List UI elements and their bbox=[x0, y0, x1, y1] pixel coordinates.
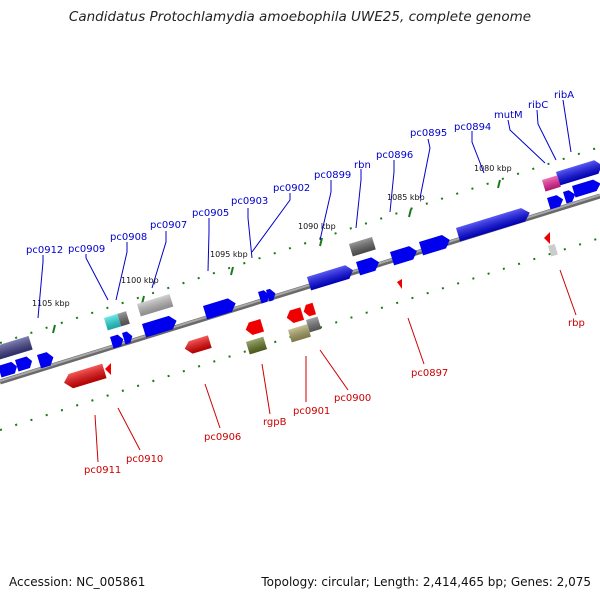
gene-block-pc0911[interactable] bbox=[62, 363, 107, 391]
gene-block-pc0895[interactable] bbox=[419, 233, 452, 256]
gene-label-pc0899[interactable]: pc0899 bbox=[314, 170, 351, 181]
forward-gene-labels: ribA ribC mutM pc0894 pc0895 pc0896 rbn … bbox=[26, 90, 574, 256]
gene-block-a[interactable] bbox=[547, 194, 565, 210]
gene-label-pc0909[interactable]: pc0909 bbox=[68, 244, 105, 255]
gene-block-i[interactable] bbox=[285, 307, 305, 324]
gene-block-j[interactable] bbox=[302, 302, 317, 318]
gene-block-mutm[interactable] bbox=[572, 178, 600, 198]
gene-block-rgpb[interactable] bbox=[245, 336, 268, 355]
gene-label-pc0906[interactable]: pc0906 bbox=[204, 432, 241, 443]
gene-block-rbn[interactable] bbox=[349, 236, 376, 257]
gene-label-pc0907[interactable]: pc0907 bbox=[150, 220, 187, 231]
gene-block-d[interactable] bbox=[142, 314, 179, 338]
reverse-leader-lines bbox=[94, 269, 577, 463]
gene-label-pc0911[interactable]: pc0911 bbox=[84, 465, 121, 476]
forward-gene-blocks bbox=[0, 159, 600, 378]
reverse-gene-labels: rbp pc0897 pc0900 pc0901 rgpB pc0906 pc0… bbox=[84, 318, 585, 476]
gene-label-rgpb[interactable]: rgpB bbox=[263, 417, 287, 428]
gene-label-pc0895[interactable]: pc0895 bbox=[410, 128, 447, 139]
gene-block-pc0905[interactable] bbox=[203, 297, 238, 320]
accession-text: Accession: NC_005861 bbox=[9, 575, 146, 589]
gene-label-pc0905[interactable]: pc0905 bbox=[192, 208, 229, 219]
gene-label-pc0897[interactable]: pc0897 bbox=[411, 368, 448, 379]
gene-block-pc0894[interactable] bbox=[456, 206, 532, 242]
gene-label-pc0894[interactable]: pc0894 bbox=[454, 122, 491, 133]
gene-block-riba[interactable] bbox=[556, 159, 600, 186]
gene-block-rbp-grey[interactable] bbox=[548, 243, 558, 257]
gene-label-pc0902[interactable]: pc0902 bbox=[273, 183, 310, 194]
tick-label-1100: 1100 kbp bbox=[121, 276, 159, 285]
gene-label-rbp[interactable]: rbp bbox=[568, 318, 585, 329]
tick-label-1105: 1105 kbp bbox=[32, 299, 70, 308]
gene-block-pc0899[interactable] bbox=[307, 264, 355, 291]
gene-block-pc0896[interactable] bbox=[390, 244, 419, 266]
gene-label-mutm[interactable]: mutM bbox=[494, 110, 523, 121]
tick-label-1090: 1090 kbp bbox=[298, 222, 336, 231]
gene-block-rbp[interactable] bbox=[544, 232, 550, 244]
gene-label-pc0912[interactable]: pc0912 bbox=[26, 245, 63, 256]
gene-label-pc0896[interactable]: pc0896 bbox=[376, 150, 413, 161]
gene-block-pc0903[interactable] bbox=[266, 288, 277, 302]
tick-label-1095: 1095 kbp bbox=[210, 250, 248, 259]
topology-text: Topology: circular; Length: 2,414,465 bp… bbox=[261, 575, 591, 589]
gene-label-pc0910[interactable]: pc0910 bbox=[126, 454, 163, 465]
gene-block-pc0901[interactable] bbox=[288, 324, 311, 343]
gene-label-pc0901[interactable]: pc0901 bbox=[293, 406, 330, 417]
major-ticks bbox=[52, 179, 501, 334]
map-title: Candidatus Protochlamydia amoebophila UW… bbox=[68, 9, 532, 25]
gene-block-pc0900[interactable] bbox=[306, 316, 322, 333]
tick-label-1085: 1085 kbp bbox=[387, 193, 425, 202]
gene-label-riba[interactable]: ribA bbox=[554, 90, 574, 101]
forward-leader-lines bbox=[37, 99, 572, 319]
gene-block-b[interactable] bbox=[563, 189, 577, 204]
gene-block-h[interactable] bbox=[37, 351, 55, 369]
gene-block-f[interactable] bbox=[0, 361, 19, 378]
gene-block-pc0912[interactable] bbox=[0, 336, 33, 360]
gene-block-pc0908[interactable] bbox=[104, 311, 130, 331]
gene-block-k[interactable] bbox=[244, 319, 265, 336]
gene-label-pc0908[interactable]: pc0908 bbox=[110, 232, 147, 243]
gene-block-pc0897[interactable] bbox=[397, 279, 402, 289]
gene-label-rbn[interactable]: rbn bbox=[354, 160, 371, 171]
gene-block-e[interactable] bbox=[122, 330, 134, 345]
gene-block-pc0907[interactable] bbox=[137, 294, 174, 317]
gene-label-pc0900[interactable]: pc0900 bbox=[334, 393, 371, 404]
gene-label-ribc[interactable]: ribC bbox=[528, 100, 548, 111]
gene-block-ribc[interactable] bbox=[542, 175, 561, 192]
reverse-gene-blocks bbox=[62, 232, 558, 391]
gene-block-pc0909[interactable] bbox=[110, 333, 125, 349]
gene-block-g[interactable] bbox=[15, 355, 34, 372]
gene-block-pc0906[interactable] bbox=[183, 335, 212, 355]
gene-label-pc0903[interactable]: pc0903 bbox=[231, 196, 268, 207]
tick-label-1080: 1080 kbp bbox=[474, 164, 512, 173]
gene-block-pc0902[interactable] bbox=[258, 289, 271, 304]
gene-block-pc0910[interactable] bbox=[105, 363, 111, 375]
gene-block-c[interactable] bbox=[356, 256, 381, 276]
